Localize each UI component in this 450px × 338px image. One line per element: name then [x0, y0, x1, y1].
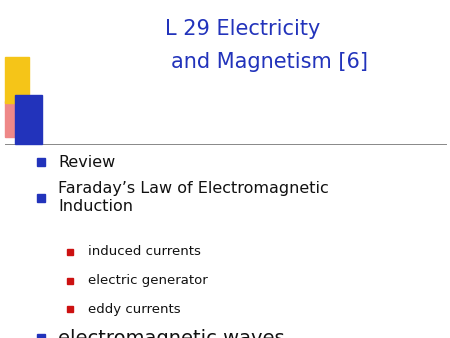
Text: electromagnetic waves: electromagnetic waves [58, 329, 285, 338]
Text: and Magnetism [6]: and Magnetism [6] [118, 52, 368, 72]
Text: induced currents: induced currents [88, 245, 201, 258]
Text: Faraday’s Law of Electromagnetic
Induction: Faraday’s Law of Electromagnetic Inducti… [58, 181, 329, 214]
Bar [4, 101, 23, 137]
Bar [15, 95, 42, 144]
Text: eddy currents: eddy currents [88, 303, 180, 316]
Bar [4, 57, 29, 103]
Text: L 29 Electricity: L 29 Electricity [165, 19, 321, 39]
Text: Review: Review [58, 155, 116, 170]
Text: electric generator: electric generator [88, 274, 207, 287]
